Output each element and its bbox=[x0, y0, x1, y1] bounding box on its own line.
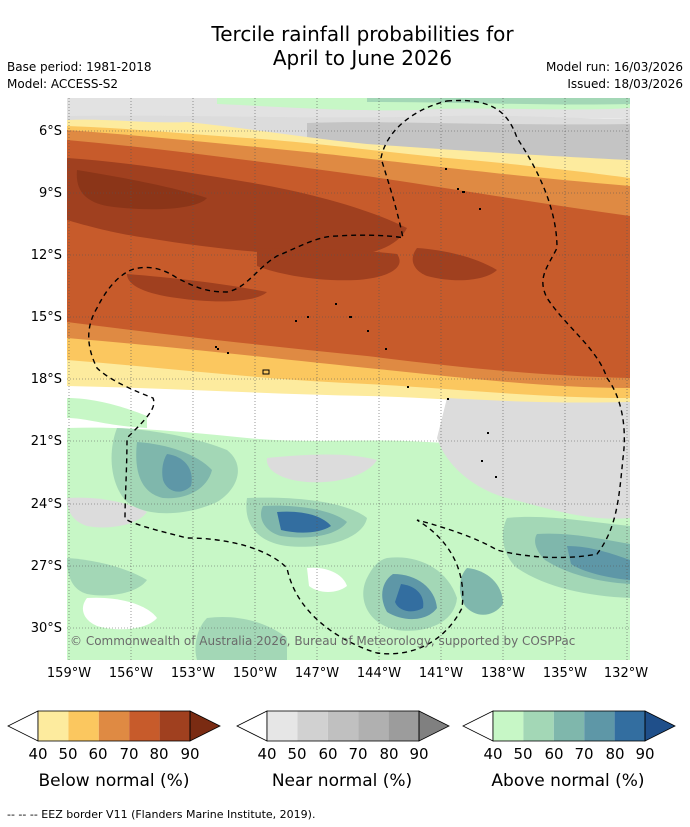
colorbar-extend-high bbox=[189, 710, 221, 742]
base-period: Base period: 1981-2018 bbox=[7, 60, 152, 74]
colorbar-frame bbox=[37, 710, 191, 742]
colorbar-segment bbox=[297, 711, 328, 741]
colorbars bbox=[7, 710, 676, 742]
colorbar-frame bbox=[266, 710, 420, 742]
lat-label: 21°S bbox=[30, 434, 62, 449]
colorbar-segment bbox=[584, 711, 615, 741]
colorbar-segment bbox=[493, 711, 524, 741]
title-line-2: April to June 2026 bbox=[272, 46, 453, 70]
cb-tick: 40 bbox=[257, 745, 277, 763]
meta-right: Model run: 16/03/2026 Issued: 18/03/2026 bbox=[546, 59, 683, 93]
lon-label: 156°W bbox=[108, 666, 154, 681]
lat-label: 27°S bbox=[30, 559, 62, 574]
colorbar-frame bbox=[492, 710, 646, 742]
cb-tick: 90 bbox=[635, 745, 655, 763]
colorbar-segment bbox=[98, 711, 130, 741]
cb-tick: 70 bbox=[348, 745, 368, 763]
model-run: Model run: 16/03/2026 bbox=[545, 60, 683, 74]
cb-tick: 80 bbox=[379, 745, 399, 763]
colorbar-extend-low bbox=[462, 710, 494, 742]
colorbar-segment bbox=[553, 711, 585, 741]
colorbar-segment bbox=[358, 711, 389, 741]
copyright-text: © Commonwealth of Australia 2026, Bureau… bbox=[70, 634, 576, 648]
lat-label: 6°S bbox=[38, 124, 62, 139]
lat-label: 18°S bbox=[30, 372, 62, 387]
colorbar-extend-high bbox=[418, 710, 450, 742]
colorbar-segment bbox=[38, 711, 69, 741]
lon-label: 150°W bbox=[232, 666, 278, 681]
cb-tick: 70 bbox=[574, 745, 594, 763]
cb-tick: 70 bbox=[119, 745, 139, 763]
lon-label: 132°W bbox=[603, 666, 649, 681]
colorbar-segment bbox=[129, 711, 160, 741]
lat-label: 15°S bbox=[30, 310, 62, 325]
cb-tick: 40 bbox=[28, 745, 48, 763]
colorbar-label-above: Above normal (%) bbox=[491, 771, 645, 791]
cb-tick: 60 bbox=[88, 745, 108, 763]
lat-label: 12°S bbox=[30, 248, 62, 263]
colorbar-extend-low bbox=[236, 710, 268, 742]
colorbar-segment bbox=[523, 711, 554, 741]
lat-label: 30°S bbox=[30, 621, 62, 636]
issued-date: Issued: 18/03/2026 bbox=[567, 77, 683, 91]
colorbar-segment bbox=[68, 711, 99, 741]
lat-label: 9°S bbox=[38, 186, 62, 201]
cb-tick: 90 bbox=[409, 745, 429, 763]
lon-label: 153°W bbox=[170, 666, 216, 681]
meta-left: Base period: 1981-2018 Model: ACCESS-S2 bbox=[7, 59, 152, 93]
model-name: Model: ACCESS-S2 bbox=[7, 77, 119, 91]
cb-tick: 50 bbox=[58, 745, 78, 763]
colorbar-segment bbox=[388, 711, 419, 741]
colorbar-segment bbox=[614, 711, 645, 741]
colorbar-below-normal bbox=[7, 710, 221, 742]
lon-label: 135°W bbox=[542, 666, 588, 681]
colorbar-segment bbox=[159, 711, 190, 741]
map-canvas bbox=[67, 98, 630, 660]
colorbar-segment bbox=[327, 711, 359, 741]
lon-label: 144°W bbox=[356, 666, 402, 681]
cb-tick: 80 bbox=[149, 745, 169, 763]
colorbar-extend-high bbox=[644, 710, 676, 742]
colorbar-near-normal bbox=[236, 710, 450, 742]
cb-tick: 90 bbox=[180, 745, 200, 763]
lat-label: 24°S bbox=[30, 497, 62, 512]
cb-tick: 60 bbox=[318, 745, 338, 763]
cb-tick: 40 bbox=[483, 745, 503, 763]
title-line-1: Tercile rainfall probabilities for bbox=[211, 22, 514, 46]
colorbar-label-below: Below normal (%) bbox=[38, 771, 190, 791]
colorbar-extend-low bbox=[7, 710, 39, 742]
cb-tick: 60 bbox=[544, 745, 564, 763]
lon-label: 159°W bbox=[46, 666, 92, 681]
lon-label: 147°W bbox=[294, 666, 340, 681]
cb-tick: 80 bbox=[605, 745, 625, 763]
probability-map bbox=[67, 98, 630, 660]
lon-label: 138°W bbox=[480, 666, 526, 681]
colorbar-label-near: Near normal (%) bbox=[271, 771, 413, 791]
colorbar-segment bbox=[267, 711, 298, 741]
map-title: Tercile rainfall probabilities for April… bbox=[0, 22, 690, 70]
lon-label: 141°W bbox=[418, 666, 464, 681]
cb-tick: 50 bbox=[513, 745, 533, 763]
cb-tick: 50 bbox=[287, 745, 307, 763]
eez-footnote: -- -- -- EEZ border V11 (Flanders Marine… bbox=[7, 808, 316, 821]
colorbar-above-normal bbox=[462, 710, 676, 742]
